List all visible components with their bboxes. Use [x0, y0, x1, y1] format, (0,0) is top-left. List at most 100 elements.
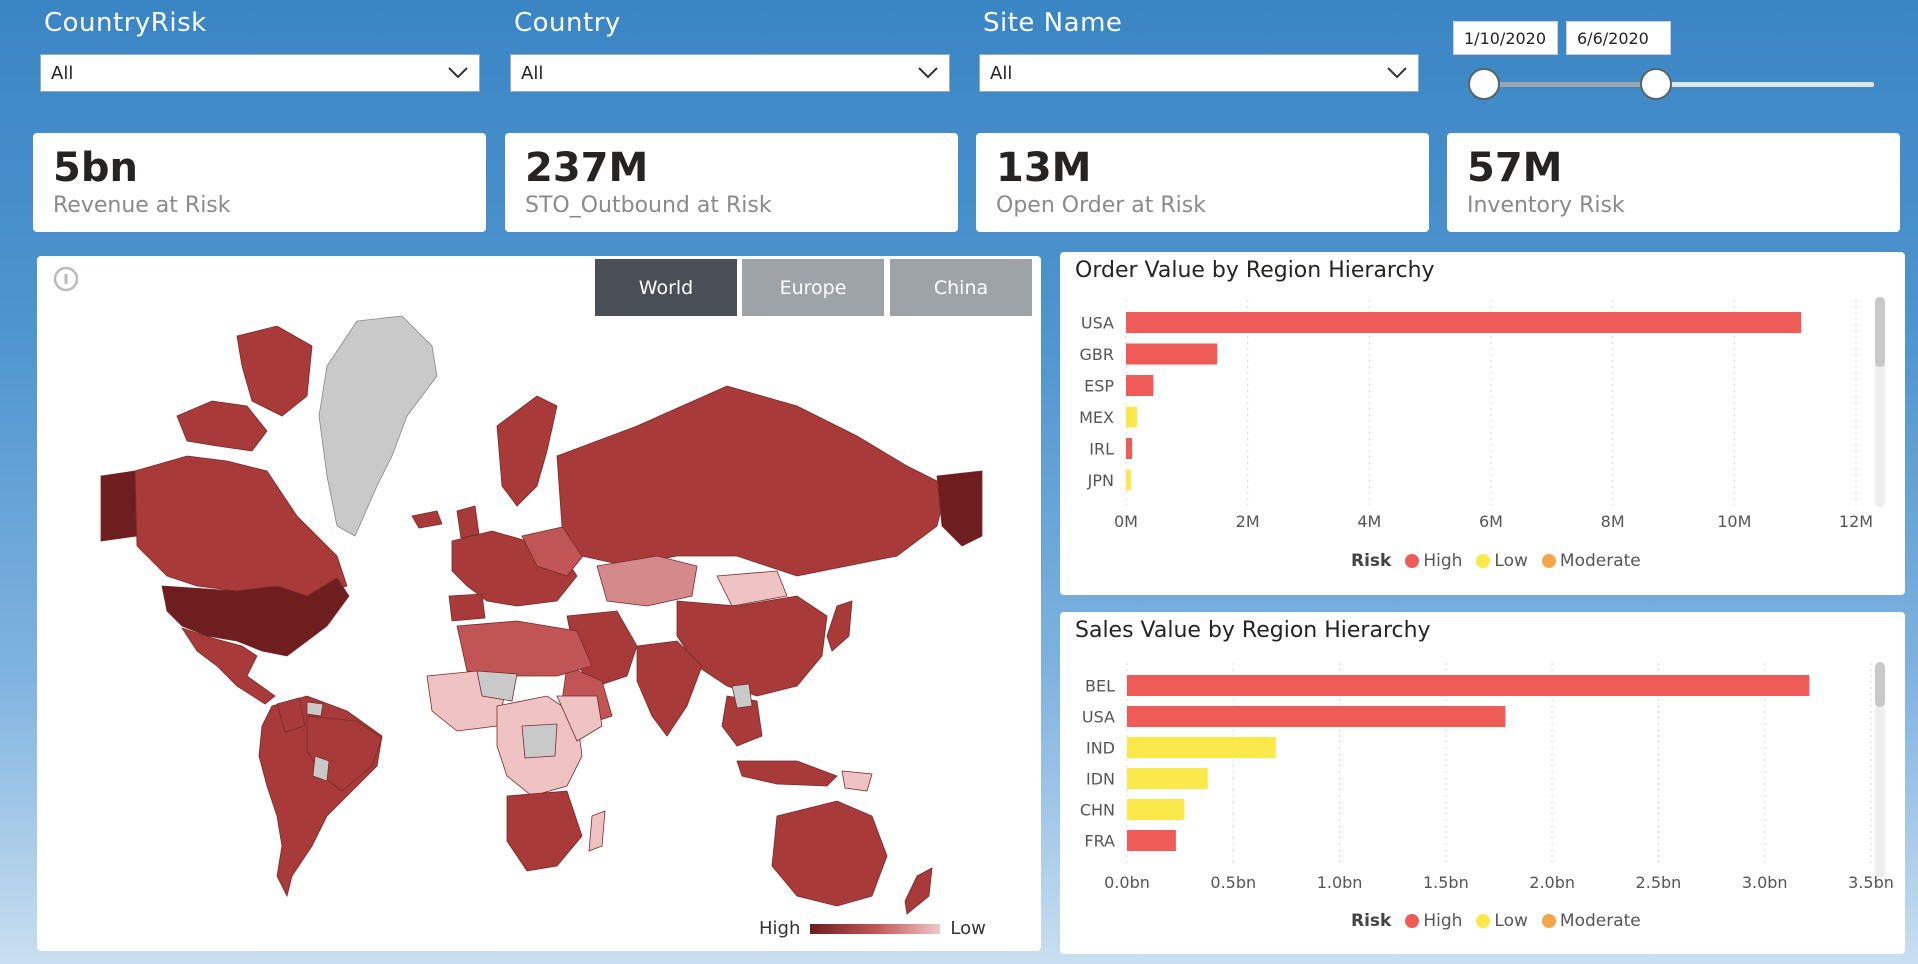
category-label: GBR	[1080, 345, 1115, 364]
map-region-guyana	[306, 701, 324, 717]
category-label: IND	[1086, 739, 1115, 758]
legend-high-label: High	[759, 918, 801, 939]
sales-value-chart[interactable]: 0.0bn 0.5bn 1.0bn 1.5bn 2.0bn 2.5bn 3.0bn 3.5bn…	[1060, 612, 1905, 954]
map-region-papua	[841, 770, 873, 792]
legend-item-high[interactable]: High	[1405, 911, 1462, 931]
kpi-value: 13M	[996, 145, 1092, 191]
bar-idn[interactable]	[1127, 768, 1208, 789]
map-region-new-zealand	[904, 867, 933, 915]
map-region-uk	[456, 505, 480, 539]
x-tick-label: 2.5bn	[1636, 873, 1682, 892]
map-region-indochina	[731, 683, 753, 709]
map-region-china	[676, 595, 828, 697]
bar-irl[interactable]	[1126, 438, 1133, 459]
kpi-label: STO_Outbound at Risk	[525, 193, 772, 218]
kpi-value: 237M	[525, 145, 649, 191]
map-region-far-east	[936, 470, 983, 547]
bar-jpn[interactable]	[1126, 469, 1131, 491]
map-region-australia	[771, 800, 888, 907]
bar-bel[interactable]	[1127, 675, 1810, 696]
legend-label: Low	[1494, 911, 1528, 931]
legend-label: Moderate	[1559, 551, 1641, 571]
world-map[interactable]	[37, 256, 1041, 951]
kpi-card-open-order: 13M Open Order at Risk	[976, 133, 1429, 232]
scrollbar-thumb[interactable]	[1875, 297, 1885, 367]
map-region-arctic-islands	[176, 400, 268, 452]
legend-item-low[interactable]: Low	[1476, 911, 1528, 931]
bar-fra[interactable]	[1127, 830, 1176, 851]
slicer-site-dropdown[interactable]: All	[979, 54, 1419, 92]
kpi-card-revenue: 5bn Revenue at Risk	[33, 133, 486, 232]
bar-mex[interactable]	[1126, 406, 1137, 428]
slicer-value: All	[51, 62, 74, 84]
map-region-russia	[556, 385, 948, 577]
bar-gbr[interactable]	[1126, 343, 1218, 365]
x-tick-label: 1.0bn	[1317, 873, 1363, 892]
order-value-panel: Order Value by Region Hierarchy 0M 2M 4M 6M…	[1060, 252, 1905, 595]
kpi-value: 5bn	[53, 145, 138, 191]
category-label: BEL	[1085, 677, 1115, 696]
date-slider-end-handle[interactable]	[1639, 68, 1672, 100]
legend-low-label: Low	[950, 918, 986, 939]
map-region-southeast-asia	[721, 695, 763, 747]
date-start-input[interactable]: 1/10/2020	[1453, 21, 1558, 55]
category-label: CHN	[1080, 801, 1115, 820]
order-value-chart[interactable]: 0M 2M 4M 6M 8M 10M 12M USA GBR ESP MEX IRL JPN	[1060, 252, 1905, 595]
legend-dot	[1541, 914, 1556, 928]
x-tick-label: 0.5bn	[1210, 873, 1256, 892]
sales-value-panel: Sales Value by Region Hierarchy 0.0bn 0.5…	[1060, 612, 1905, 954]
map-region-india	[636, 640, 703, 737]
map-region-iceland	[411, 510, 443, 529]
bar-usa[interactable]	[1127, 706, 1506, 727]
kpi-card-inventory: 57M Inventory Risk	[1447, 133, 1900, 232]
legend-item-low[interactable]: Low	[1476, 551, 1528, 571]
map-region-indonesia	[736, 760, 838, 787]
tab-europe[interactable]: Europe	[742, 259, 884, 316]
date-end-input[interactable]: 6/6/2020	[1566, 21, 1671, 55]
scrollbar-thumb[interactable]	[1875, 662, 1885, 707]
chart-scrollbar[interactable]	[1875, 662, 1885, 878]
legend-gradient	[810, 923, 941, 934]
chart-title: Order Value by Region Hierarchy	[1075, 258, 1435, 283]
map-region-spain	[448, 593, 486, 622]
map-region-mexico	[181, 627, 276, 705]
slicer-country-dropdown[interactable]: All	[510, 54, 950, 92]
legend-item-moderate[interactable]: Moderate	[1541, 551, 1641, 571]
category-label: FRA	[1084, 832, 1115, 851]
bar-usa[interactable]	[1126, 312, 1802, 333]
bar-ind[interactable]	[1127, 737, 1276, 758]
date-slider-start-handle[interactable]	[1468, 68, 1500, 100]
slicer-countryrisk-dropdown[interactable]: All	[40, 54, 480, 92]
chart-scrollbar[interactable]	[1875, 297, 1885, 507]
bar-chn[interactable]	[1127, 799, 1185, 820]
kpi-label: Revenue at Risk	[53, 193, 231, 218]
legend-dot	[1541, 554, 1556, 568]
legend-label: High	[1423, 551, 1463, 571]
map-region-japan	[826, 600, 853, 652]
map-region-sahel	[476, 670, 518, 702]
legend-label: High	[1423, 911, 1463, 931]
tab-china[interactable]: China	[890, 259, 1032, 316]
info-icon[interactable]	[53, 266, 79, 292]
bar-esp[interactable]	[1126, 375, 1154, 396]
date-slider-track[interactable]	[1484, 82, 1874, 87]
map-region-scandinavia	[496, 395, 558, 507]
map-color-legend: High Low	[759, 918, 986, 939]
legend-item-high[interactable]: High	[1405, 551, 1462, 571]
map-region-alaska	[100, 470, 138, 542]
legend-item-moderate[interactable]: Moderate	[1541, 911, 1641, 931]
map-region-southern-africa	[506, 790, 583, 872]
x-tick-label: 1.5bn	[1423, 873, 1469, 892]
chart-title: Sales Value by Region Hierarchy	[1075, 618, 1431, 643]
x-tick-label: 12M	[1839, 512, 1873, 531]
legend-label: Moderate	[1559, 911, 1641, 931]
tab-world[interactable]: World	[595, 259, 737, 316]
map-region-arctic-islands-2	[236, 325, 313, 417]
legend-dot	[1476, 554, 1491, 568]
category-label: ESP	[1084, 377, 1114, 396]
map-region-kazakhstan	[596, 555, 698, 607]
map-region-colombia	[276, 697, 306, 733]
legend-title: Risk	[1351, 551, 1392, 571]
map-region-east-africa	[556, 695, 603, 742]
slicer-countryrisk-title: CountryRisk	[44, 8, 207, 38]
